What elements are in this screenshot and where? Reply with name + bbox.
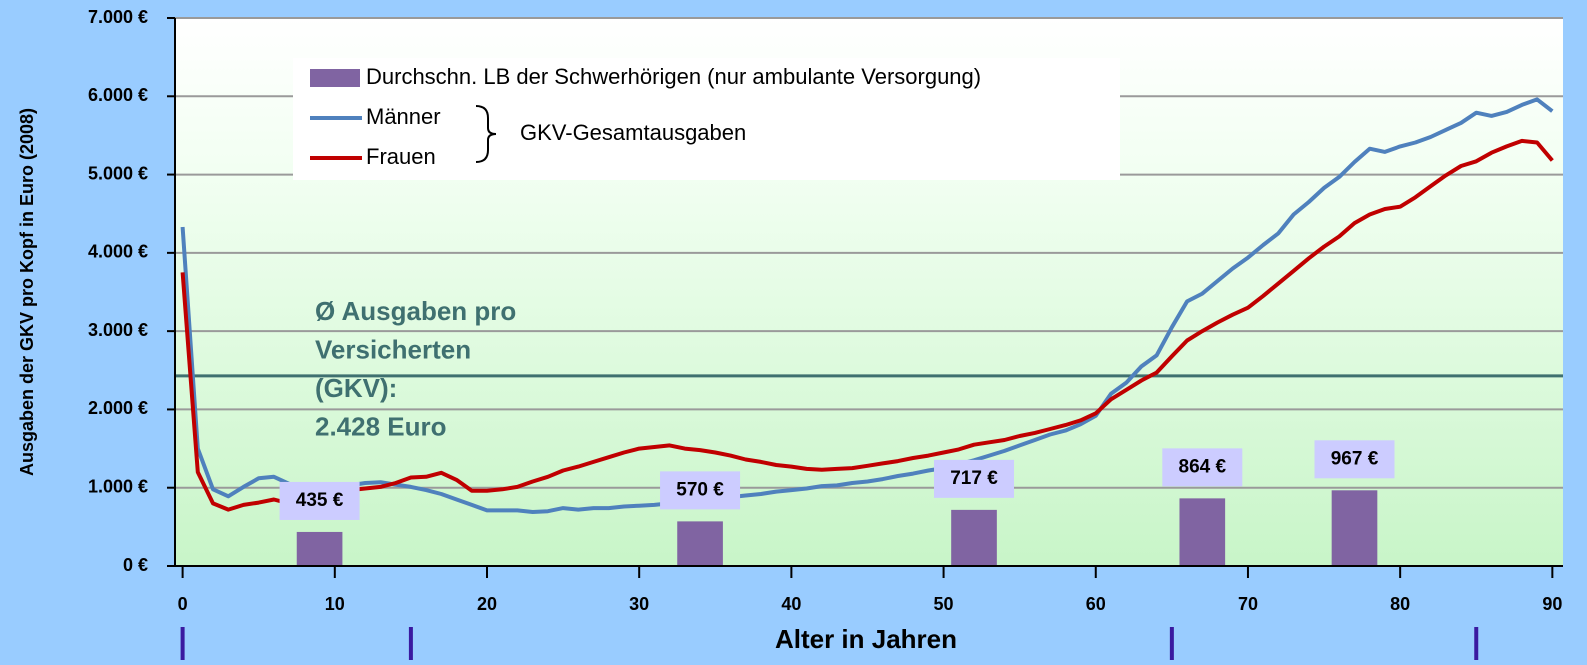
y-tick-label: 7.000 €: [88, 7, 148, 27]
x-axis-label: Alter in Jahren: [775, 624, 957, 654]
reference-label: Versicherten: [315, 334, 471, 364]
x-tick-label: 10: [325, 594, 345, 614]
value-label: 864 €: [1179, 456, 1227, 477]
x-tick-label: 30: [629, 594, 649, 614]
bar: [951, 509, 997, 566]
legend-label: Frauen: [366, 144, 436, 169]
value-label: 717 €: [950, 468, 998, 489]
y-tick-label: 3.000 €: [88, 320, 148, 340]
legend-label: Männer: [366, 104, 441, 129]
y-tick-label: 6.000 €: [88, 85, 148, 105]
value-label-box: [1162, 448, 1243, 487]
legend-label: Durchschn. LB der Schwerhörigen (nur amb…: [366, 64, 981, 89]
value-label-box: [1314, 440, 1395, 479]
value-label-box: [660, 471, 741, 510]
reference-label: (GKV):: [315, 373, 397, 403]
reference-label: 2.428 Euro: [315, 411, 447, 441]
x-tick-label: 0: [178, 594, 188, 614]
reference-label: Ø Ausgaben pro: [315, 296, 516, 326]
bar: [1179, 498, 1226, 566]
bar: [677, 521, 723, 566]
x-tick-label: 50: [934, 594, 954, 614]
value-label: 435 €: [296, 490, 344, 511]
legend: Durchschn. LB der Schwerhörigen (nur amb…: [293, 58, 1120, 180]
legend-swatch: [310, 69, 360, 87]
bar: [1331, 490, 1378, 566]
y-tick-label: 1.000 €: [88, 476, 148, 496]
x-tick-label: 60: [1086, 594, 1106, 614]
legend-box: [293, 58, 1120, 180]
value-label: 967 €: [1331, 448, 1379, 469]
bracket-label: GKV-Gesamtausgaben: [520, 120, 746, 145]
y-axis-label: Ausgaben der GKV pro Kopf in Euro (2008): [17, 108, 37, 476]
value-label: 570 €: [676, 479, 724, 500]
line-series: [180, 97, 1554, 514]
y-tick-label: 5.000 €: [88, 163, 148, 183]
y-tick-label: 4.000 €: [88, 242, 148, 262]
y-tick-label: 0 €: [123, 555, 148, 575]
x-tick-label: 40: [781, 594, 801, 614]
x-tick-label: 20: [477, 594, 497, 614]
value-label-box: [934, 459, 1015, 498]
line-series: [180, 138, 1554, 512]
value-label-box: [279, 481, 360, 520]
legend-bracket: [475, 105, 497, 163]
bar: [296, 531, 343, 566]
x-tick-label: 70: [1238, 594, 1258, 614]
y-tick-label: 2.000 €: [88, 398, 148, 418]
x-tick-label: 90: [1542, 594, 1562, 614]
x-tick-label: 80: [1390, 594, 1410, 614]
